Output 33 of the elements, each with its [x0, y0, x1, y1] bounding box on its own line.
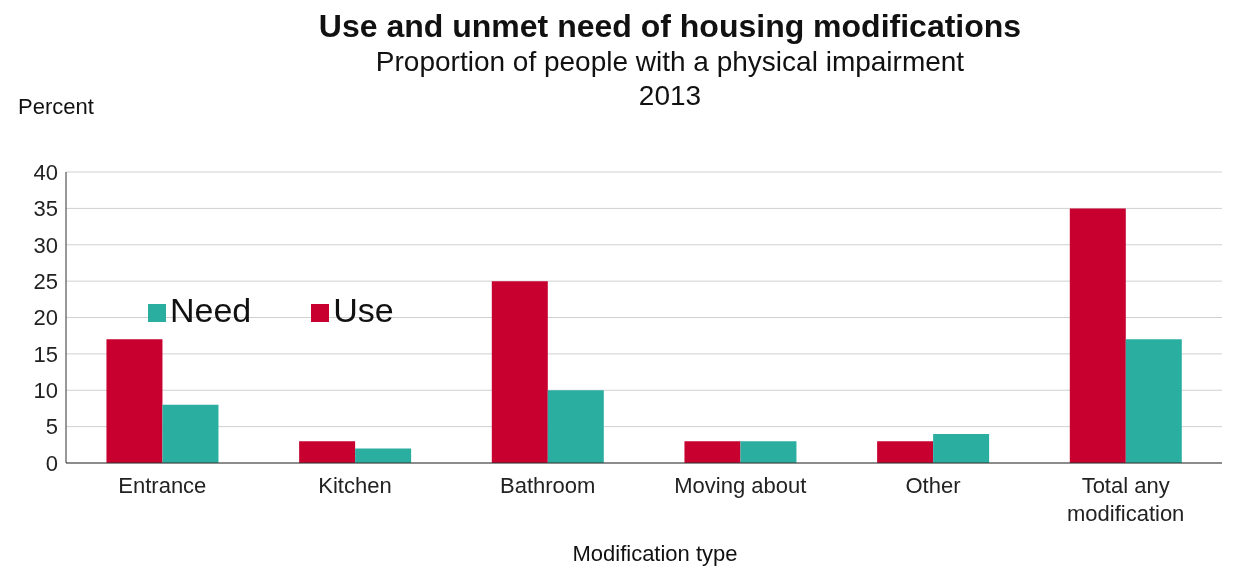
y-tick-label: 0	[45, 450, 58, 476]
x-tick-label: Bathroom	[499, 473, 596, 498]
bar	[299, 441, 356, 463]
y-tick-label: 5	[45, 414, 58, 440]
y-tick-label: 30	[33, 232, 58, 258]
bar	[740, 441, 797, 463]
bar	[877, 441, 934, 463]
x-tick-label: Entrance	[118, 473, 207, 498]
y-tick-label: 40	[33, 159, 58, 185]
bar	[491, 281, 548, 463]
x-axis-title: Modification type	[571, 541, 739, 567]
y-tick-label: 35	[33, 196, 58, 222]
y-axis-title: Percent	[18, 94, 94, 120]
legend-label: Use	[333, 291, 394, 329]
bar	[1125, 339, 1182, 463]
x-tick-label: Total any modification	[1066, 473, 1185, 526]
bar	[162, 404, 219, 463]
bar	[355, 448, 412, 463]
y-tick-label: 10	[33, 378, 58, 404]
bar	[106, 339, 163, 463]
y-tick-label: 15	[33, 341, 58, 367]
x-tick-label: Kitchen	[318, 473, 392, 498]
bar	[933, 433, 990, 463]
x-tick-label: Moving about	[674, 473, 807, 498]
chart-subtitle: Proportion of people with a physical impairment 2013	[374, 45, 966, 113]
chart-title: Use and unmet need of housing modifications	[317, 8, 1023, 45]
y-tick-label: 20	[33, 305, 58, 331]
bar	[1069, 208, 1126, 463]
legend-label: Need	[170, 291, 252, 329]
y-tick-label: 25	[33, 268, 58, 294]
bar	[547, 390, 604, 463]
bar	[684, 441, 741, 463]
x-tick-label: Other	[905, 473, 961, 498]
